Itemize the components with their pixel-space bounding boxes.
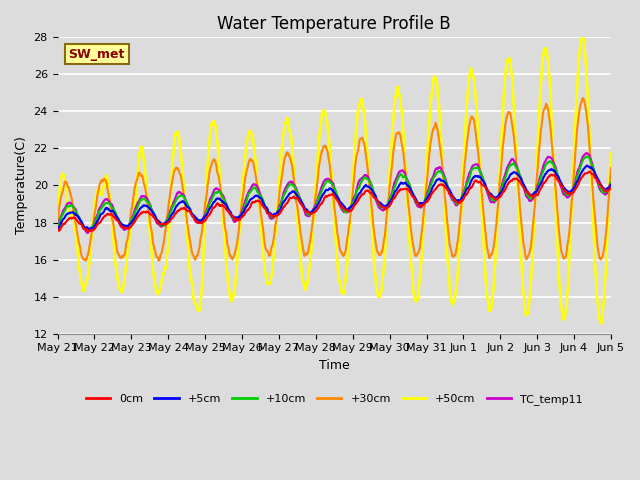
+50cm [493,237,500,243]
+30cm [54,217,61,223]
+30cm [542,104,550,109]
+30cm [420,204,428,209]
Line: 0cm: 0cm [58,171,611,231]
+50cm [598,321,605,326]
TC_temp11 [164,216,172,222]
TC_temp11 [542,158,550,164]
+10cm [84,228,92,233]
+50cm [239,181,246,187]
+5cm [239,210,247,216]
TC_temp11 [582,150,590,156]
+5cm [542,171,550,177]
+50cm [163,251,171,257]
+50cm [541,45,549,51]
+5cm [177,199,185,205]
+50cm [579,34,587,39]
TC_temp11 [420,199,428,205]
+10cm [54,223,61,228]
+10cm [493,195,500,201]
+30cm [82,258,90,264]
+50cm [607,150,615,156]
+5cm [493,194,500,200]
Title: Water Temperature Profile B: Water Temperature Profile B [218,15,451,33]
+30cm [607,165,615,171]
0cm [177,205,185,211]
+50cm [54,203,61,208]
TC_temp11 [607,180,615,186]
Line: TC_temp11: TC_temp11 [58,153,611,233]
+5cm [420,200,428,205]
+5cm [607,182,615,188]
+30cm [164,210,172,216]
0cm [85,228,93,234]
TC_temp11 [84,230,92,236]
+10cm [583,154,591,159]
Legend: 0cm, +5cm, +10cm, +30cm, +50cm, TC_temp11: 0cm, +5cm, +10cm, +30cm, +50cm, TC_temp1… [81,390,587,409]
TC_temp11 [54,220,61,226]
+10cm [177,193,185,199]
TC_temp11 [177,190,185,196]
+10cm [607,180,615,186]
+30cm [239,192,247,198]
+30cm [177,174,185,180]
+10cm [542,162,550,168]
0cm [54,227,61,233]
+10cm [420,198,428,204]
X-axis label: Time: Time [319,359,349,372]
0cm [607,184,615,190]
TC_temp11 [239,205,247,211]
0cm [164,220,172,226]
+30cm [579,95,587,101]
Line: +10cm: +10cm [58,156,611,230]
0cm [420,201,428,207]
+50cm [177,147,184,153]
+5cm [164,219,172,225]
+5cm [86,226,93,232]
+5cm [54,225,61,231]
+10cm [164,216,172,222]
Text: SW_met: SW_met [68,48,125,60]
TC_temp11 [493,196,500,202]
+30cm [493,216,500,222]
+10cm [239,208,247,214]
+50cm [420,212,428,218]
Line: +5cm: +5cm [58,166,611,229]
0cm [586,168,593,174]
Line: +30cm: +30cm [58,98,611,261]
Line: +50cm: +50cm [58,36,611,324]
Y-axis label: Temperature(C): Temperature(C) [15,136,28,234]
0cm [493,196,500,202]
0cm [239,214,247,219]
+5cm [583,163,591,168]
0cm [542,179,550,184]
